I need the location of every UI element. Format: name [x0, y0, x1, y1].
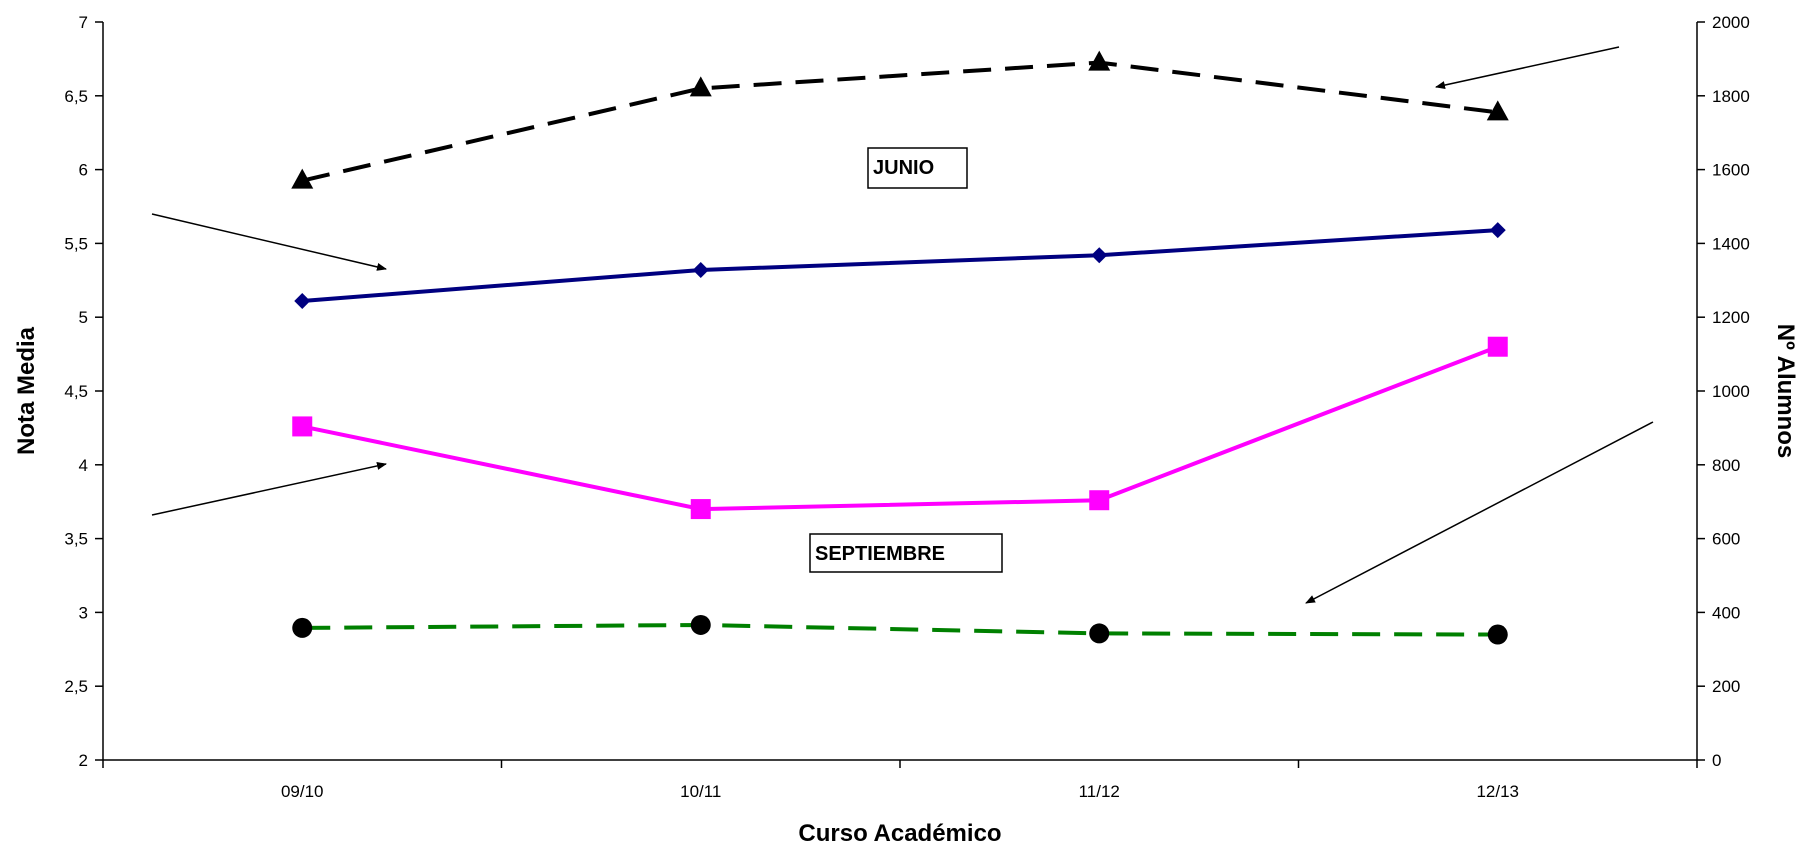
- y-left-tick-label: 3,5: [64, 530, 88, 549]
- series-0-point: [1091, 247, 1108, 264]
- series-layer: [291, 50, 1509, 645]
- y-right-tick-label: 0: [1712, 751, 1721, 770]
- arrow-septiembre-alumnos: [1305, 421, 1654, 604]
- left-axis-ticks: 2 2,5 3 3,5 4 4,5 5 5,5 6 6,5 7: [64, 13, 103, 770]
- x-axis-ticks: 09/10 10/11 11/12 12/13: [102, 760, 1698, 801]
- arrow-junio-alumnos: [1435, 46, 1620, 89]
- septiembre-label-box: [809, 533, 1003, 573]
- series-2-line: [301, 60, 1498, 183]
- series-2-point: [689, 76, 712, 97]
- x-tick-label: 09/10: [281, 782, 324, 801]
- series-3-point: [1089, 623, 1110, 644]
- series-1-point: [292, 416, 313, 437]
- y-left-tick-label: 2,5: [64, 677, 88, 696]
- y-axis-right-title: Nº Alumnos: [1772, 324, 1799, 459]
- series-0-line: [302, 228, 1498, 303]
- series-2-point: [1088, 50, 1111, 71]
- series-3-point: [292, 617, 313, 638]
- arrow-junio-nota: [151, 213, 387, 271]
- y-left-tick-label: 2: [79, 751, 88, 770]
- y-left-tick-label: 4: [79, 456, 88, 475]
- series-2-point: [1486, 100, 1509, 121]
- junio-label-box: [867, 147, 968, 189]
- series-3-point: [1487, 624, 1508, 645]
- y-left-tick-label: 4,5: [64, 382, 88, 401]
- series-1-point: [1089, 490, 1110, 511]
- y-axis-left-title: Nota Media: [13, 326, 40, 455]
- series-0-point: [1489, 222, 1506, 239]
- series-0-point: [692, 261, 709, 278]
- x-axis-title: Curso Académico: [798, 820, 1001, 847]
- series-1-point: [690, 499, 711, 520]
- x-tick-label: 11/12: [1079, 782, 1120, 801]
- y-right-tick-label: 800: [1712, 456, 1740, 475]
- arrow-septiembre-nota: [151, 462, 387, 516]
- series-0-point: [294, 292, 311, 309]
- right-axis-ticks: 0 200 400 600 800 1000 1200 1400 1600 1800 2000: [1697, 13, 1750, 770]
- series-3-line: [302, 622, 1498, 637]
- junio-label: JUNIO: [873, 157, 934, 179]
- septiembre-label: SEPTIEMBRE: [815, 543, 945, 565]
- y-right-tick-label: 1400: [1712, 234, 1750, 253]
- series-2-point: [291, 168, 314, 189]
- y-right-tick-label: 1600: [1712, 161, 1750, 180]
- y-right-tick-label: 400: [1712, 603, 1740, 622]
- y-left-tick-label: 7: [79, 13, 88, 32]
- y-right-tick-label: 1000: [1712, 382, 1750, 401]
- y-left-tick-label: 6,5: [64, 87, 88, 106]
- y-left-tick-label: 5: [79, 308, 88, 327]
- y-left-tick-label: 6: [79, 161, 88, 180]
- series-3-point: [690, 614, 711, 635]
- x-tick-label: 12/13: [1476, 782, 1519, 801]
- y-left-tick-label: 3: [79, 603, 88, 622]
- y-right-tick-label: 1200: [1712, 308, 1750, 327]
- series-1-line: [301, 344, 1499, 512]
- x-tick-label: 10/11: [680, 782, 721, 801]
- series-1-point: [1487, 336, 1508, 357]
- y-right-tick-label: 2000: [1712, 13, 1750, 32]
- y-right-tick-label: 1800: [1712, 87, 1750, 106]
- y-right-tick-label: 600: [1712, 530, 1740, 549]
- y-left-tick-label: 5,5: [64, 234, 88, 253]
- y-right-tick-label: 200: [1712, 677, 1740, 696]
